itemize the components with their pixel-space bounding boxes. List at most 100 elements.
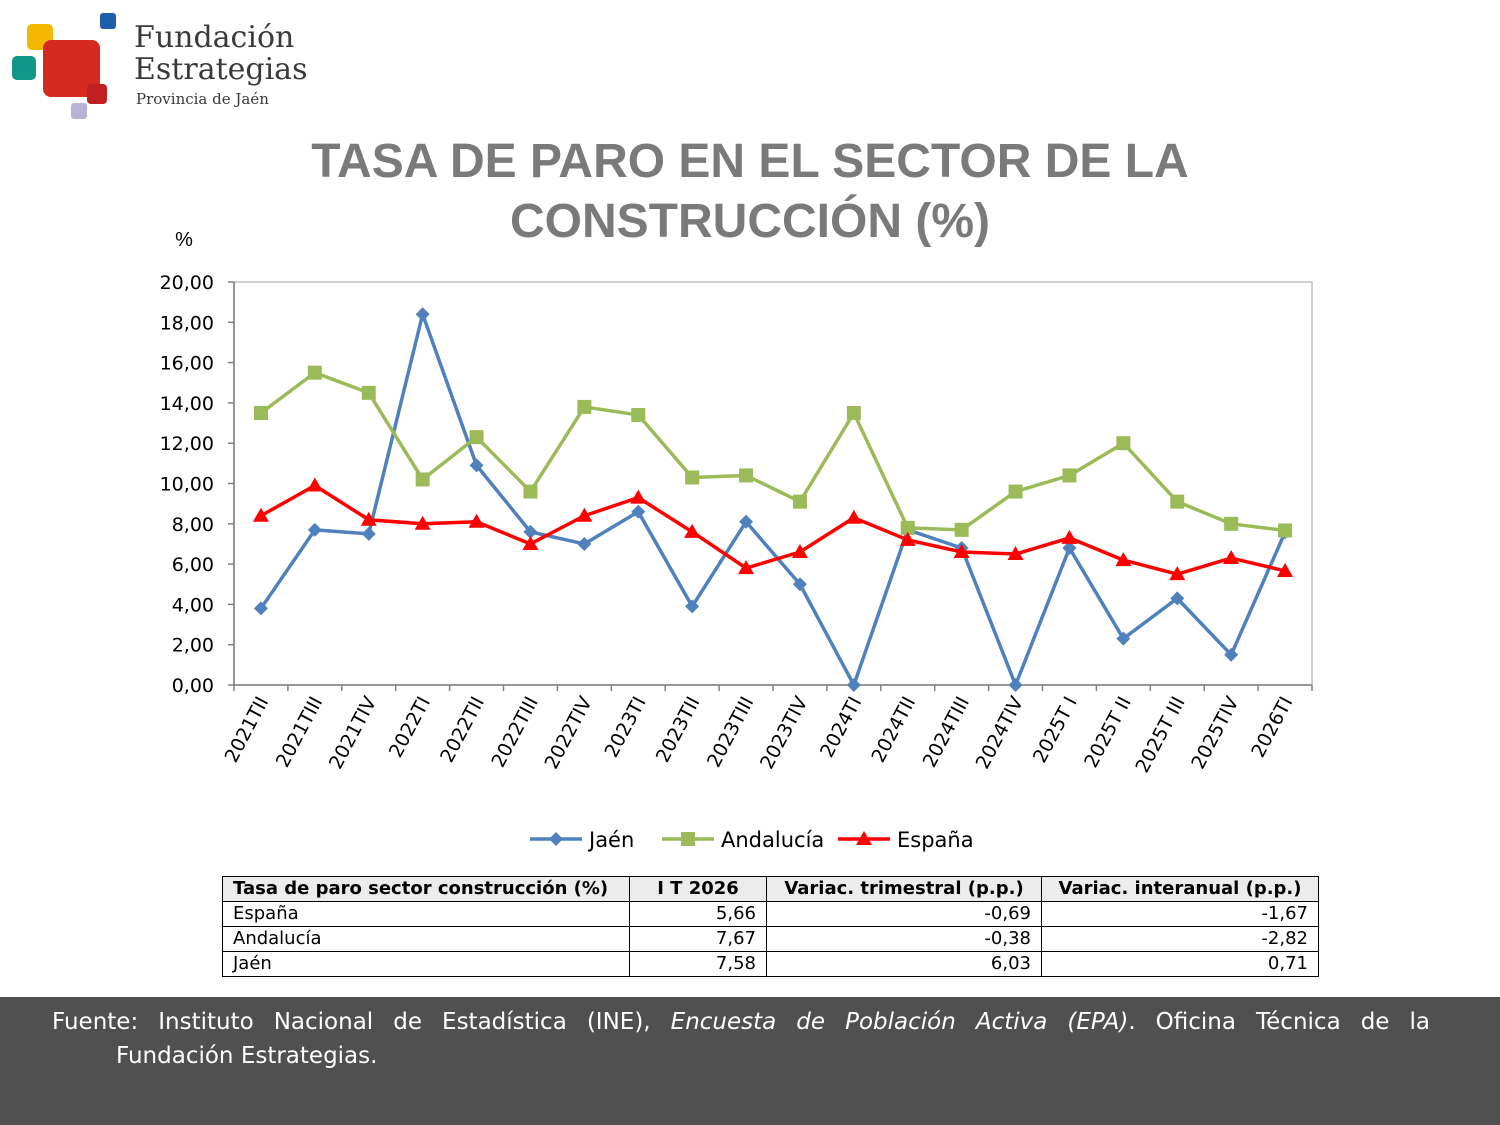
logo-text-line3: Provincia de Jaén <box>136 90 269 108</box>
table-header-row: Tasa de paro sector construcción (%) I T… <box>222 876 1319 902</box>
series-españa <box>252 477 1294 581</box>
data-point <box>577 399 592 414</box>
table-cell: España <box>222 901 630 927</box>
data-point <box>360 511 377 526</box>
data-point <box>1008 484 1023 499</box>
data-point <box>306 477 323 492</box>
x-tick-label: 2025TIV <box>1187 693 1243 773</box>
data-point <box>846 678 861 692</box>
x-tick-label: 2024TIII <box>919 693 974 771</box>
series-line <box>260 483 1286 576</box>
table-row: Andalucía 7,67 -0,38 -2,82 <box>222 926 1319 952</box>
logo-text-line1: Fundación <box>134 20 295 55</box>
legend-label: España <box>897 828 974 852</box>
title-line-1: TASA DE PARO EN EL SECTOR DE LA <box>311 135 1189 188</box>
data-point <box>1277 562 1294 577</box>
data-point <box>845 509 862 524</box>
table-header-cell: Variac. trimestral (p.p.) <box>766 876 1042 902</box>
logo-red-square <box>43 40 100 97</box>
table-cell: 6,03 <box>766 951 1042 977</box>
table-cell: 5,66 <box>629 901 767 927</box>
x-tick-label: 2021TII <box>221 693 274 766</box>
source-survey-name: Encuesta de Población Activa (EPA) <box>670 1009 1129 1035</box>
table-row: Jaén 7,58 6,03 0,71 <box>222 951 1319 977</box>
x-tick-label: 2025T II <box>1080 693 1136 772</box>
y-tick-label: 2,00 <box>172 635 214 657</box>
x-tick-label: 2026TI <box>1247 693 1297 761</box>
table-cell: -2,82 <box>1041 926 1319 952</box>
data-point <box>739 514 754 529</box>
data-point <box>1008 678 1023 692</box>
data-point <box>1170 591 1185 606</box>
x-tick-label: 2022TI <box>385 693 435 761</box>
page-title: TASA DE PARO EN EL SECTOR DE LA CONSTRUC… <box>250 132 1250 252</box>
series-line <box>259 312 1287 687</box>
data-point <box>469 430 484 445</box>
table-row: España 5,66 -0,69 -1,67 <box>222 901 1319 927</box>
legend-item: Jaén <box>530 828 634 852</box>
y-tick-label: 20,00 <box>160 272 214 294</box>
chart-legend: Jaén Andalucía España <box>530 828 974 852</box>
data-point <box>685 599 700 614</box>
data-point <box>630 489 647 504</box>
data-point <box>523 524 538 539</box>
data-point <box>361 385 376 400</box>
x-tick-label: 2024TII <box>867 693 920 766</box>
data-point <box>631 504 646 519</box>
table-header-cell: I T 2026 <box>629 876 767 902</box>
logo-lilac-square <box>71 103 87 119</box>
x-tick-label: 2021TIV <box>325 693 381 773</box>
table-cell: -1,67 <box>1041 901 1319 927</box>
x-tick-label: 2025T III <box>1131 693 1189 776</box>
data-point <box>415 472 430 487</box>
series-line <box>259 370 1286 533</box>
y-tick-label: 0,00 <box>172 675 214 697</box>
table-cell: Andalucía <box>222 926 630 952</box>
x-tick-label: 2021TIII <box>272 693 327 771</box>
y-tick-label: 18,00 <box>160 312 214 334</box>
table-header-cell: Tasa de paro sector construcción (%) <box>222 876 630 902</box>
chart-axes: 0,00 2,00 4,00 6,00 8,00 10,00 12,00 14,00 16,00… <box>160 272 1313 776</box>
y-tick-label: 6,00 <box>172 554 214 576</box>
data-point <box>1116 631 1131 646</box>
data-point <box>1169 566 1186 581</box>
logo: Fundación Estrategias Provincia de Jaén <box>0 0 320 125</box>
data-point <box>953 544 970 559</box>
legend-swatch-marker <box>549 832 563 846</box>
data-point <box>523 484 538 499</box>
data-point <box>1278 523 1293 538</box>
data-point <box>631 407 646 422</box>
data-point <box>1116 436 1131 451</box>
data-point <box>1224 647 1239 662</box>
x-tick-label: 2024TIV <box>972 693 1028 773</box>
title-line-2: CONSTRUCCIÓN (%) <box>510 195 990 248</box>
logo-darkred-square <box>87 84 107 104</box>
data-point <box>1223 550 1240 565</box>
plot-area-frame <box>233 281 1313 686</box>
data-point <box>1007 546 1024 561</box>
table-cell: 0,71 <box>1041 951 1319 977</box>
data-point <box>577 536 592 551</box>
data-point <box>1062 468 1077 483</box>
data-point <box>792 577 807 592</box>
table-cell: 7,58 <box>629 951 767 977</box>
data-point <box>253 601 268 616</box>
source-prefix: Fuente: Instituto Nacional de Estadístic… <box>52 1009 671 1035</box>
data-point <box>1170 494 1185 509</box>
y-tick-label: 14,00 <box>160 393 214 415</box>
table-cell: -0,69 <box>766 901 1042 927</box>
source-note-line2: Fundación Estrategias. <box>116 1043 378 1069</box>
table-cell: 7,67 <box>629 926 767 952</box>
series-andalucía <box>253 365 1293 538</box>
data-point <box>252 507 269 522</box>
data-point <box>1115 552 1132 567</box>
legend-swatch-marker <box>856 831 872 845</box>
x-tick-label: 2025T I <box>1029 693 1082 767</box>
table-cell: Jaén <box>222 951 630 977</box>
data-point <box>253 405 268 420</box>
data-point <box>739 468 754 483</box>
data-point <box>954 522 969 537</box>
data-point <box>414 515 431 530</box>
legend-swatch-marker <box>681 832 695 846</box>
data-point <box>1224 516 1239 531</box>
